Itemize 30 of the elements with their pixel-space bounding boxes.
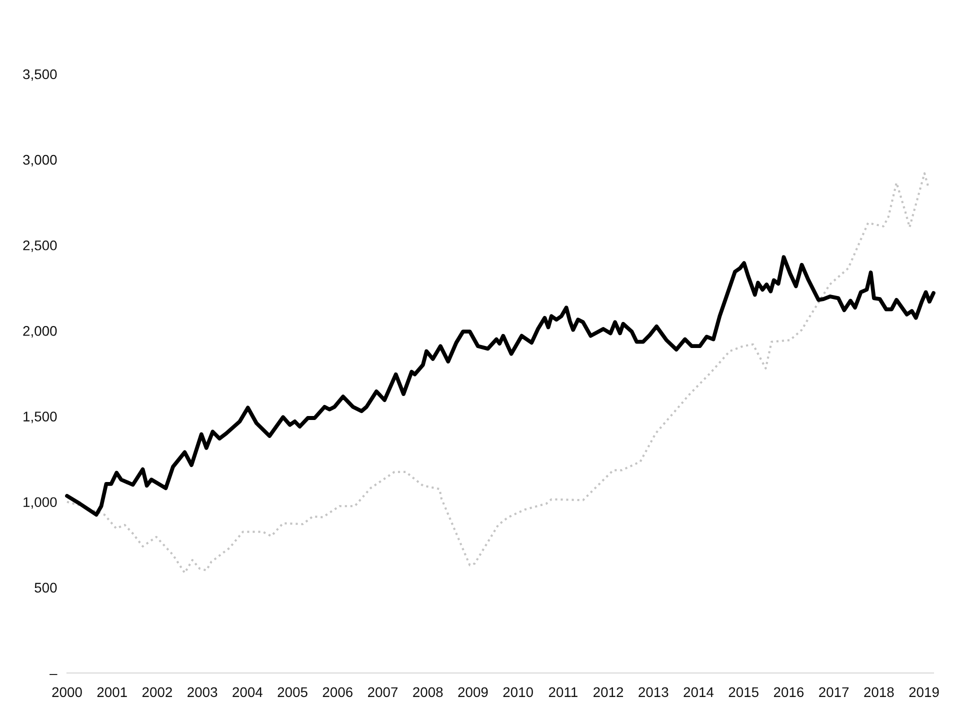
y-tick-label: – — [50, 674, 58, 675]
x-tick-label: 2018 — [864, 687, 894, 698]
y-tick-label: 500 — [34, 582, 57, 593]
y-tick-label: 1,500 — [24, 412, 57, 424]
x-tick-label: 2003 — [188, 687, 218, 698]
y-tick-label: 3,000 — [23, 154, 57, 166]
x-tick-label: 2008 — [413, 687, 443, 698]
x-tick-label: 2019 — [909, 687, 939, 698]
x-tick-label: 2010 — [503, 687, 533, 698]
y-tick-label: 2,000 — [23, 326, 57, 338]
y-tick-label: 3,500 — [23, 69, 57, 81]
x-tick-label: 2015 — [728, 687, 758, 698]
x-tick-label: 2006 — [322, 687, 352, 698]
x-tick-label: 2002 — [142, 687, 172, 698]
x-tick-label: 2013 — [638, 687, 668, 698]
x-tick-label: 2000 — [52, 687, 82, 698]
y-tick-label: 2,500 — [23, 240, 57, 252]
x-tick-label: 2011 — [548, 687, 578, 698]
x-tick-label: 2014 — [684, 687, 714, 698]
x-tick-label: 2016 — [774, 687, 804, 698]
y-tick-label: 1,000 — [24, 497, 57, 509]
line-series — [66, 172, 930, 574]
x-tick-label: 2007 — [368, 687, 398, 698]
line-series — [65, 255, 936, 517]
x-tick-label: 2004 — [232, 687, 262, 698]
x-tick-label: 2009 — [458, 687, 488, 698]
x-tick-label: 2005 — [278, 687, 308, 698]
x-tick-label: 2012 — [594, 687, 624, 698]
x-tick-label: 2001 — [97, 687, 127, 698]
x-tick-label: 2017 — [819, 687, 849, 698]
